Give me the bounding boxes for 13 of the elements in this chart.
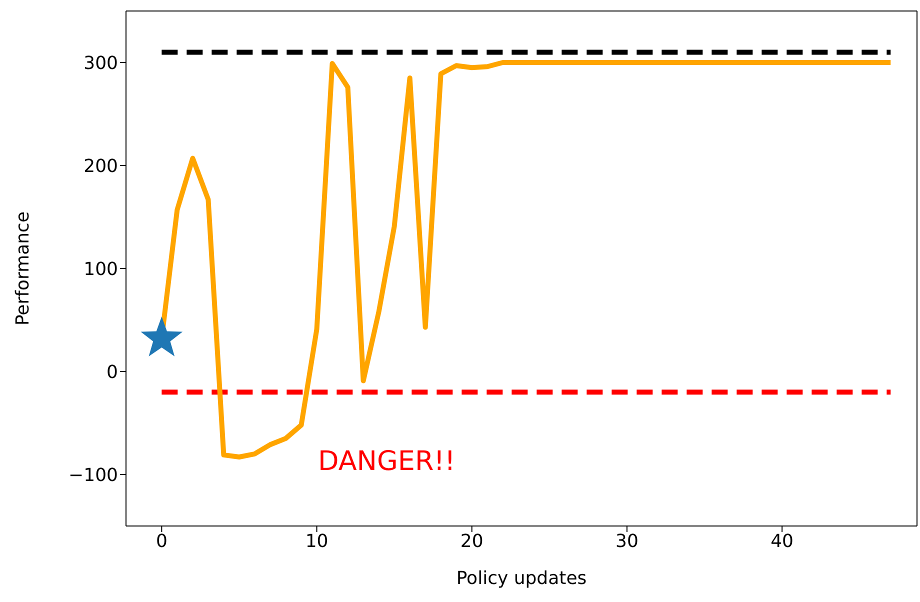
y-tick-label: −100 — [68, 464, 118, 486]
x-tick-label: 20 — [460, 530, 484, 552]
x-axis-title: Policy updates — [456, 568, 587, 589]
y-tick-label: 200 — [84, 156, 118, 177]
x-tick-label: 30 — [616, 530, 638, 552]
y-tick-label: 100 — [84, 258, 118, 280]
y-axis-title: Performance — [12, 211, 34, 326]
x-tick-label: 40 — [770, 530, 794, 552]
y-tick-label: 0 — [106, 362, 118, 383]
x-tick-label: 0 — [156, 530, 168, 552]
y-tick-label: 300 — [84, 52, 118, 74]
x-tick-label: 10 — [305, 530, 328, 552]
annotation: DANGER!! — [318, 446, 456, 477]
